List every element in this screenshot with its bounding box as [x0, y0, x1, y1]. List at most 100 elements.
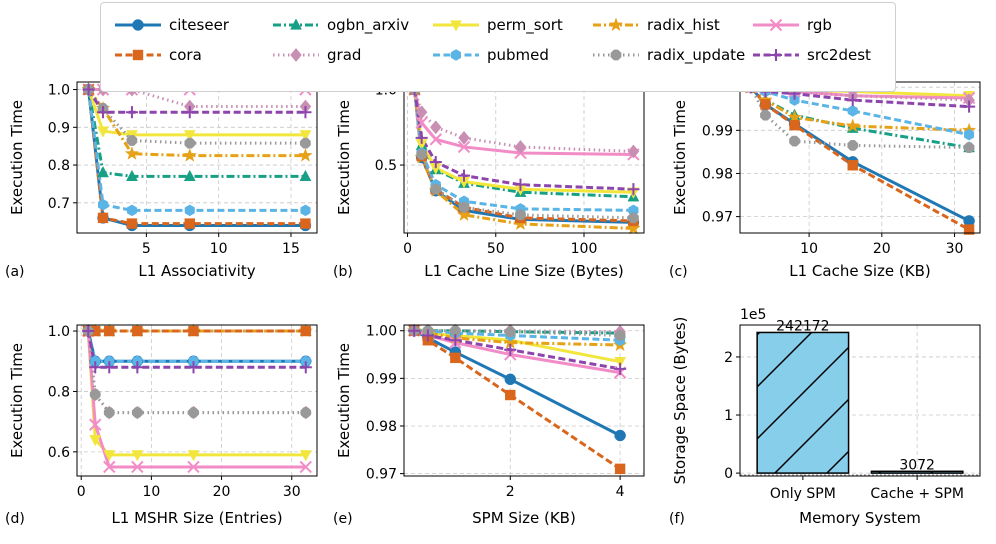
y-tick-label: 1.0 — [48, 324, 70, 340]
series-markers — [743, 79, 977, 235]
plot-frame — [739, 324, 981, 477]
y-tick-label: 0.99 — [366, 371, 397, 387]
point-src2dest — [125, 106, 138, 119]
legend-label: grad — [327, 46, 362, 64]
legend-swatch — [593, 17, 639, 32]
point-src2dest — [627, 183, 640, 196]
point-radix-update — [504, 326, 516, 338]
point-src2dest — [408, 324, 421, 337]
point-src2dest — [429, 155, 442, 169]
y-tick-label: 0.97 — [366, 467, 397, 483]
point-radix-hist — [456, 207, 472, 222]
y-tick-label: 0.99 — [702, 123, 733, 139]
point-cora — [760, 99, 771, 110]
point-src2dest — [183, 106, 196, 119]
series-markers — [406, 323, 628, 475]
legend-marker — [610, 49, 622, 61]
y-axis-label: Execution Time — [671, 100, 689, 215]
point-rgb — [457, 140, 471, 154]
x-tick-label: 50 — [487, 241, 505, 257]
bar-hatch-0 — [757, 332, 849, 474]
y-tick-label: 0.5 — [375, 158, 397, 174]
legend-swatch — [753, 18, 799, 32]
chart-panel-e: 0.97 0.98 0.99 1.00 2 4 (e) SPM Size (KB) Execut… — [333, 323, 645, 527]
bar-hatch-1 — [871, 471, 963, 474]
x-tick-label: 4 — [616, 484, 625, 500]
series-markers — [407, 81, 641, 235]
x-tick-label: 30 — [283, 484, 301, 500]
series-line-grad — [750, 85, 970, 102]
point-radix-hist — [298, 147, 313, 162]
x-axis-label: SPM Size (KB) — [472, 509, 576, 527]
y-tick-label: 0.8 — [48, 384, 70, 400]
legend: citeseer ogbn_arxiv perm_sort radix_hist rgb… — [100, 2, 896, 92]
point-radix-hist — [124, 146, 140, 160]
point-radix-update — [430, 183, 442, 195]
x-tick-label: 2 — [506, 484, 515, 500]
x-axis-label: L1 Associativity — [138, 262, 255, 280]
point-rgb — [429, 133, 442, 146]
panel-label: (e) — [333, 511, 353, 527]
series-line-radix-update — [86, 330, 306, 415]
legend-swatch — [433, 49, 479, 61]
y-tick-label: 1 — [724, 408, 733, 424]
point-ogbn-arxiv — [183, 169, 196, 182]
point-pubmed — [847, 105, 858, 117]
point-src2dest — [299, 106, 312, 119]
series-line-src2dest — [413, 89, 634, 191]
point-cora — [132, 325, 143, 337]
point-grad — [415, 105, 428, 120]
point-pubmed — [126, 204, 137, 217]
x-tick-label: 20 — [213, 484, 231, 500]
legend-label: cora — [169, 46, 202, 64]
point-cora — [104, 325, 115, 337]
point-radix-update — [458, 201, 470, 213]
point-rgb — [131, 460, 144, 474]
point-perm-sort — [299, 450, 312, 462]
point-perm-sort — [89, 435, 102, 447]
point-radix-update — [628, 212, 639, 224]
point-cora — [963, 224, 975, 235]
y-tick-label: 0.7 — [48, 196, 70, 212]
x-tick-label: 10 — [210, 241, 228, 257]
point-rgb — [299, 460, 312, 474]
point-src2dest — [963, 100, 976, 113]
y-axis-label: Execution Time — [8, 343, 26, 458]
legend-marker — [769, 48, 783, 62]
panel-label: (a) — [5, 264, 25, 280]
point-radix-update — [126, 135, 138, 146]
point-radix-update — [103, 407, 115, 418]
series-line-citeseer — [413, 329, 621, 437]
panel-label: (d) — [5, 511, 25, 527]
point-ogbn-arxiv — [97, 166, 109, 178]
series-line-citeseer — [749, 86, 970, 223]
series-line-src2dest — [86, 330, 306, 369]
point-src2dest — [131, 361, 144, 374]
series-line-pubmed — [414, 329, 621, 342]
panel-label: (f) — [669, 511, 685, 527]
bars — [756, 331, 964, 474]
legend-label: radix_update — [647, 46, 746, 64]
point-cora — [97, 212, 109, 224]
point-rgb — [89, 418, 102, 431]
legend-marker — [132, 49, 144, 61]
legend-swatch — [273, 18, 319, 30]
series-lines — [87, 88, 306, 227]
y-axis-label: Execution Time — [335, 100, 353, 215]
point-radix-update — [847, 140, 859, 151]
point-citeseer — [614, 429, 626, 442]
series-lines — [749, 85, 970, 231]
point-radix-update — [184, 137, 196, 149]
point-perm-sort — [97, 126, 109, 138]
point-radix-update — [300, 407, 312, 418]
point-src2dest — [614, 362, 627, 375]
point-pubmed — [184, 204, 195, 217]
y-axis-label: Execution Time — [8, 100, 26, 215]
x-axis-label: L1 Cache Line Size (Bytes) — [424, 262, 623, 280]
series-line-grad — [88, 88, 306, 109]
point-radix-update — [963, 142, 975, 153]
legend-marker — [769, 18, 783, 32]
series-line-src2dest — [87, 88, 306, 114]
chart-panel-a: 0.7 0.8 0.9 1.0 5 10 15 (a) L1 Associativity Exec… — [5, 81, 318, 280]
